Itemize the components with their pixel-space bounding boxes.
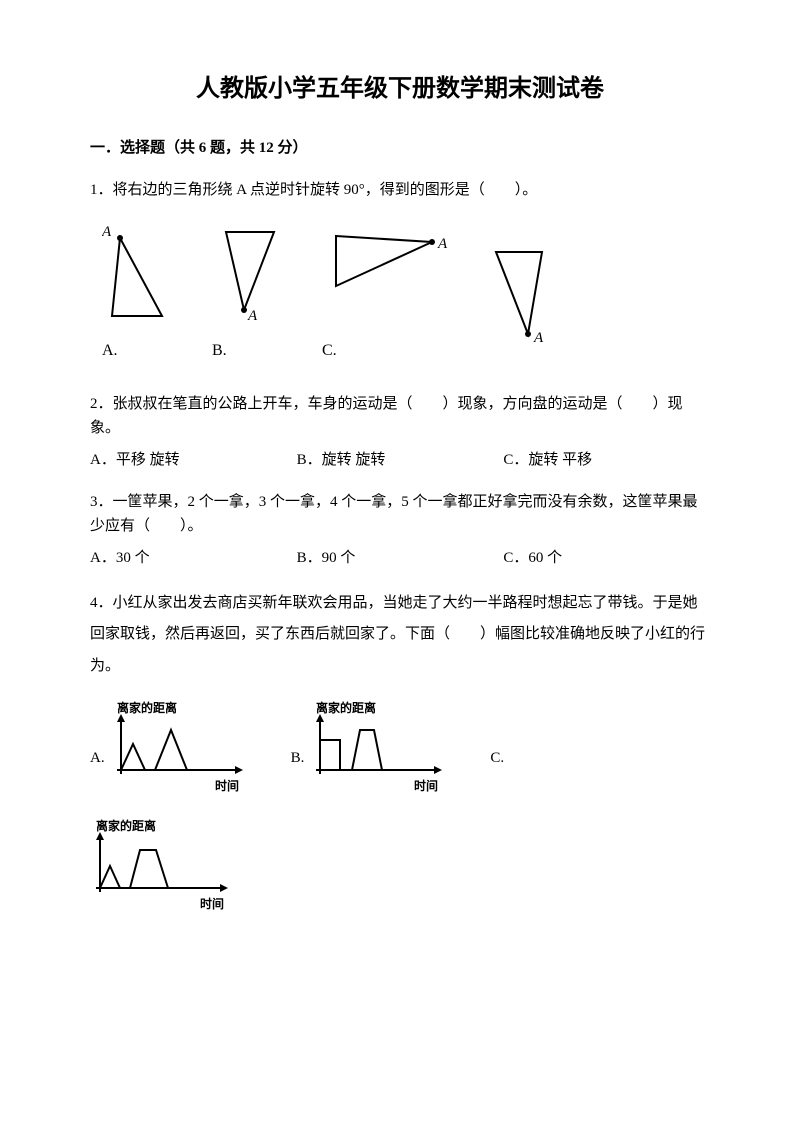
y-axis-label: 离家的距离	[117, 700, 177, 715]
x-axis-label: 时间	[200, 896, 224, 911]
q1-reference-figure: A	[482, 246, 562, 364]
q1-opt-a-figure: A A.	[102, 226, 182, 364]
chart-a-icon: 离家的距离 时间	[111, 700, 261, 800]
chart-b-icon: 离家的距离 时间	[310, 700, 460, 800]
vertex-label: A	[533, 330, 544, 346]
q2-opt-c: C．旋转 平移	[503, 448, 710, 472]
y-axis-label: 离家的距离	[316, 700, 376, 715]
q4-charts-row1: A. 离家的距离 时间 B. 离家的距离 时间 C.	[90, 700, 710, 800]
x-axis-label: 时间	[414, 778, 438, 793]
q3-opt-b: B．90 个	[297, 546, 504, 570]
q1-opt-b-figure: A B.	[212, 226, 292, 364]
triangle-a-icon: A	[102, 226, 182, 326]
q4-charts-row2: 离家的距离 时间	[90, 818, 710, 918]
q1-opt-a-label: A.	[102, 338, 182, 364]
q4-opt-b-label: B.	[291, 746, 305, 800]
q3-opt-a: A．30 个	[90, 546, 297, 570]
y-axis-label: 离家的距离	[96, 818, 156, 833]
question-3: 3．一筐苹果，2 个一拿，3 个一拿，4 个一拿，5 个一拿都正好拿完而没有余数…	[90, 490, 710, 570]
question-4: 4．小红从家出发去商店买新年联欢会用品，当她走了大约一半路程时想起忘了带钱。于是…	[90, 588, 710, 683]
q4-opt-c-label: C.	[490, 746, 504, 800]
q4-chart-a: A. 离家的距离 时间	[90, 700, 261, 800]
vertex-label: A	[437, 236, 448, 252]
question-1: 1．将右边的三角形绕 A 点逆时针旋转 90°，得到的图形是（ ）。	[90, 178, 710, 202]
q1-opt-c-label: C.	[322, 338, 452, 364]
x-axis-label: 时间	[215, 778, 239, 793]
q1-text: 1．将右边的三角形绕 A 点逆时针旋转 90°，得到的图形是（ ）。	[90, 178, 710, 202]
q4-chart-c-label: C.	[490, 746, 504, 800]
q1-opt-c-figure: A C.	[322, 226, 452, 364]
triangle-c-icon: A	[322, 226, 452, 326]
triangle-ref-icon: A	[482, 246, 562, 356]
q2-opt-a: A．平移 旋转	[90, 448, 297, 472]
q1-figures: A A. A B. A C. A	[102, 226, 710, 364]
section-head: 一．选择题（共 6 题，共 12 分）	[90, 136, 710, 160]
question-2: 2．张叔叔在笔直的公路上开车，车身的运动是（ ）现象，方向盘的运动是（ ）现象。…	[90, 392, 710, 472]
q3-text: 3．一筐苹果，2 个一拿，3 个一拿，4 个一拿，5 个一拿都正好拿完而没有余数…	[90, 490, 710, 538]
q3-opt-c: C．60 个	[503, 546, 710, 570]
page-title: 人教版小学五年级下册数学期末测试卷	[90, 70, 710, 108]
vertex-label: A	[102, 226, 112, 240]
vertex-label: A	[247, 308, 258, 324]
q1-opt-b-label: B.	[212, 338, 292, 364]
chart-bottom-icon: 离家的距离 时间	[90, 818, 250, 918]
q4-chart-b: B. 离家的距离 时间	[291, 700, 461, 800]
q4-opt-a-label: A.	[90, 746, 105, 800]
q2-options: A．平移 旋转 B．旋转 旋转 C．旋转 平移	[90, 448, 710, 472]
q2-opt-b: B．旋转 旋转	[297, 448, 504, 472]
triangle-b-icon: A	[212, 226, 292, 326]
q4-chart-bottom: 离家的距离 时间	[90, 818, 250, 918]
q4-text: 4．小红从家出发去商店买新年联欢会用品，当她走了大约一半路程时想起忘了带钱。于是…	[90, 588, 710, 683]
q3-options: A．30 个 B．90 个 C．60 个	[90, 546, 710, 570]
q2-text: 2．张叔叔在笔直的公路上开车，车身的运动是（ ）现象，方向盘的运动是（ ）现象。	[90, 392, 710, 440]
